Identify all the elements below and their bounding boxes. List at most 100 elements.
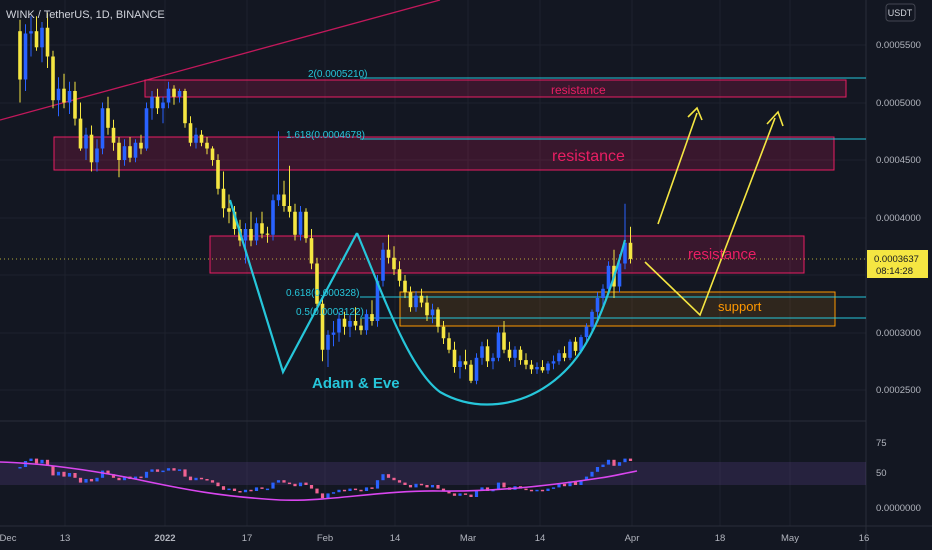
- rsi-point: [381, 474, 385, 481]
- rsi-tick: 0.0000000: [876, 503, 921, 514]
- candle-body: [243, 229, 248, 241]
- adam-line[interactable]: [228, 199, 358, 375]
- rsi-point: [606, 459, 611, 465]
- rsi-point: [551, 487, 556, 489]
- rsi-point: [199, 477, 204, 480]
- rsi-point: [579, 480, 583, 485]
- rsi-point: [557, 483, 561, 488]
- rsi-point: [375, 480, 380, 489]
- price-axis[interactable]: 0.0005500 0.0005000 0.0004500 0.0004000 …: [876, 40, 921, 396]
- currency-button-label[interactable]: USDT: [888, 8, 913, 18]
- rsi-point: [491, 489, 495, 492]
- candle-body: [177, 91, 182, 97]
- candle-body: [513, 349, 517, 358]
- candle-body: [78, 118, 83, 149]
- rsi-point: [238, 491, 242, 493]
- candle-body: [326, 334, 330, 350]
- candle-body: [18, 31, 22, 80]
- time-tick: May: [781, 533, 799, 544]
- price-tick: 0.0004000: [876, 213, 921, 224]
- rsi-point: [452, 493, 457, 496]
- candle-body: [568, 341, 572, 358]
- candle-body: [452, 349, 457, 367]
- candle-body: [628, 242, 633, 259]
- rsi-point: [315, 488, 319, 494]
- resistance-zone-top[interactable]: [144, 79, 847, 98]
- rsi-point: [155, 469, 160, 472]
- rsi-point: [150, 469, 154, 472]
- rsi-point: [502, 482, 506, 488]
- candle-body: [89, 134, 94, 163]
- rsi-point: [584, 476, 589, 481]
- rsi-point: [271, 482, 275, 489]
- rsi-point: [469, 494, 473, 497]
- rsi-point: [67, 473, 72, 477]
- rsi-point: [601, 464, 605, 467]
- resistance-zone-low[interactable]: [209, 235, 805, 274]
- rsi-point: [628, 458, 633, 461]
- rsi-point: [298, 482, 303, 487]
- rsi-point: [540, 489, 545, 492]
- resistance-zone-mid[interactable]: [53, 136, 835, 171]
- rsi-point: [232, 488, 237, 491]
- rsi-point: [496, 482, 501, 490]
- rsi-point: [111, 474, 116, 478]
- rsi-point: [441, 488, 446, 491]
- rsi-point: [359, 489, 363, 492]
- rsi-point: [408, 485, 413, 488]
- candle-body: [397, 269, 402, 281]
- rsi-point: [95, 477, 99, 482]
- last-price-badge: 0.0003637 08:14:28: [867, 250, 928, 278]
- rsi-point: [403, 482, 407, 485]
- currency-button[interactable]: USDT: [885, 3, 916, 22]
- rsi-point: [45, 459, 50, 466]
- support-zone[interactable]: [399, 291, 836, 327]
- rsi-point: [89, 479, 94, 482]
- rsi-point: [227, 488, 231, 491]
- last-price-value: 0.0003637: [874, 254, 919, 265]
- candle-body: [166, 88, 171, 103]
- candle-body: [562, 353, 567, 358]
- time-tick: 17: [242, 533, 253, 544]
- candles: [18, 12, 633, 385]
- time-grid: [64, 0, 791, 526]
- rsi-point: [216, 482, 220, 487]
- candle-body: [100, 108, 105, 149]
- rsi-point: [172, 468, 176, 471]
- eve-curve[interactable]: [355, 232, 627, 406]
- rsi-point: [342, 489, 347, 492]
- candle-body: [84, 134, 88, 149]
- rsi-point: [166, 468, 171, 471]
- rsi-point: [265, 488, 270, 491]
- candle-body: [463, 361, 468, 365]
- projection-arrows[interactable]: [644, 106, 784, 317]
- price-tick: 0.0005500: [876, 40, 921, 51]
- rsi-point: [474, 491, 479, 497]
- candle-body: [601, 288, 605, 298]
- time-tick: Apr: [625, 533, 640, 544]
- candle-body: [51, 56, 55, 101]
- rsi-point: [364, 487, 369, 491]
- rsi-point: [353, 488, 358, 491]
- arrow-up-left[interactable]: [657, 112, 698, 225]
- candle-body: [254, 223, 259, 241]
- time-tick: 14: [535, 533, 546, 544]
- candle-body: [540, 367, 545, 371]
- candle-body: [573, 341, 578, 351]
- rsi-point: [51, 465, 55, 476]
- arrow-dip-then-up[interactable]: [644, 117, 776, 317]
- time-axis[interactable]: Dec 13 2022 17 Feb 14 Mar 14 Apr 18 May …: [0, 533, 869, 544]
- candle-body: [282, 194, 286, 206]
- candle-body: [403, 280, 407, 293]
- rsi-point: [56, 471, 61, 476]
- candle-body: [414, 295, 418, 308]
- rsi-point: [260, 487, 264, 489]
- rsi-point: [463, 493, 468, 495]
- candle-body: [529, 364, 534, 370]
- rsi-axis[interactable]: 75 50 0.0000000: [876, 438, 921, 514]
- rsi-point: [100, 470, 105, 478]
- rsi-point: [144, 471, 149, 478]
- candle-body: [359, 325, 363, 331]
